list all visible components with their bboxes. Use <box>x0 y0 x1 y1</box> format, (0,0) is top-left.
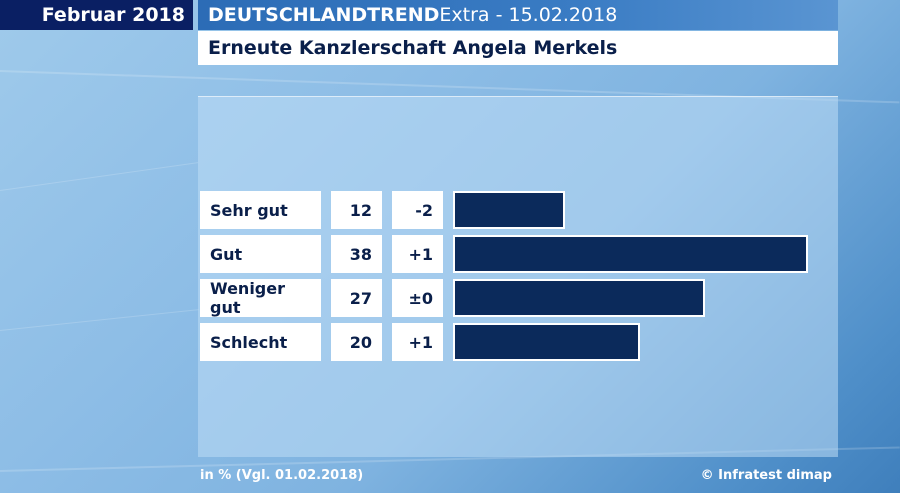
category-label: Gut <box>200 235 321 273</box>
value-label: 38 <box>331 235 382 273</box>
category-label: Schlecht <box>200 323 321 361</box>
chart-title-text: Erneute Kanzlerschaft Angela Merkels <box>208 37 618 59</box>
bar-frame <box>453 279 705 317</box>
chart-title: Erneute Kanzlerschaft Angela Merkels <box>198 31 838 65</box>
change-label: -2 <box>392 191 443 229</box>
bar <box>455 281 703 315</box>
value-label: 12 <box>331 191 382 229</box>
change-label: +1 <box>392 235 443 273</box>
category-label: Weniger gut <box>200 279 321 317</box>
value-label: 27 <box>331 279 382 317</box>
background-streak <box>0 162 199 191</box>
value-label: 20 <box>331 323 382 361</box>
page-title: DEUTSCHLANDTREND Extra - 15.02.2018 <box>198 0 838 30</box>
bar-frame <box>453 191 565 229</box>
chart-panel <box>198 96 838 457</box>
title-rest: Extra - 15.02.2018 <box>439 4 618 26</box>
category-label: Sehr gut <box>200 191 321 229</box>
date-text: Februar 2018 <box>41 4 185 26</box>
source-credit: © Infratest dimap <box>700 468 832 483</box>
footnote: in % (Vgl. 01.02.2018) <box>200 468 364 483</box>
bar <box>455 193 563 227</box>
change-label: ±0 <box>392 279 443 317</box>
bar-frame <box>453 235 808 273</box>
bar <box>455 237 806 271</box>
date-label: Februar 2018 <box>0 0 193 30</box>
bar <box>455 325 638 359</box>
bar-frame <box>453 323 640 361</box>
change-label: +1 <box>392 323 443 361</box>
title-bold: DEUTSCHLANDTREND <box>208 4 440 26</box>
background-streak <box>0 309 200 331</box>
